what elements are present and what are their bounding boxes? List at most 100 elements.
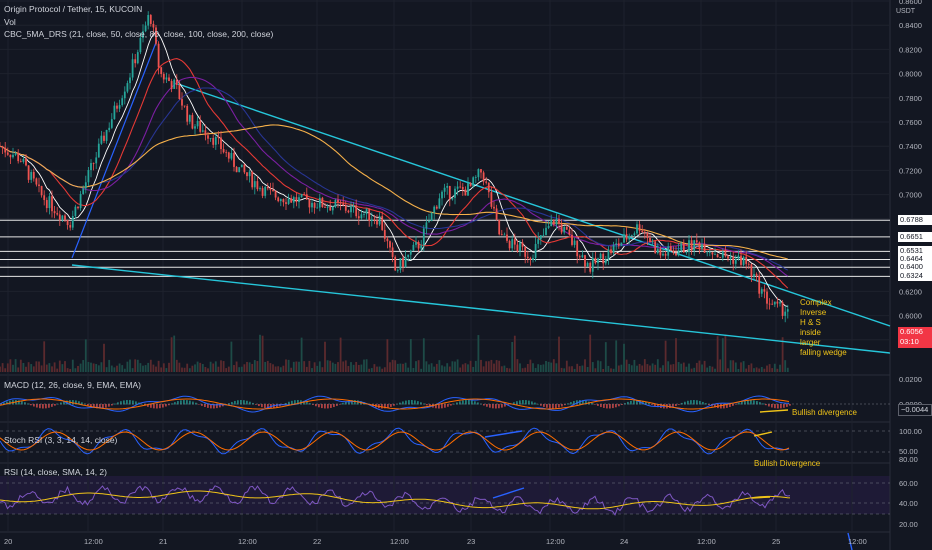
- candle-body: [160, 67, 163, 74]
- volume-bar: [61, 364, 64, 372]
- candle-body: [664, 253, 667, 256]
- volume-bar: [448, 366, 451, 372]
- candle-body: [152, 23, 155, 28]
- candle-body: [394, 256, 397, 271]
- volume-bar: [597, 360, 599, 372]
- macd-histogram-bar: [255, 404, 257, 405]
- candle-body: [568, 229, 571, 235]
- rsi-divergence-line: [751, 496, 771, 499]
- volume-bar: [594, 368, 597, 372]
- candle-body: [636, 224, 638, 234]
- macd-histogram-bar: [567, 403, 569, 405]
- candle-body: [391, 247, 394, 257]
- volume-bar: [706, 367, 709, 372]
- macd-histogram-bar: [426, 404, 428, 406]
- rising-trendline: [71, 39, 158, 259]
- macd-histogram-bar: [447, 404, 449, 407]
- candle-body: [425, 222, 428, 229]
- macd-histogram-bar: [174, 402, 176, 405]
- candle-body: [118, 105, 121, 109]
- macd-histogram-bar: [54, 404, 56, 406]
- candle-body: [589, 262, 592, 272]
- price-tick-label: 0.7600: [899, 118, 922, 127]
- candle-body: [625, 234, 628, 240]
- macd-histogram-bar: [42, 404, 44, 409]
- volume-bar: [558, 336, 560, 372]
- macd-legend[interactable]: MACD (12, 26, close, 9, EMA, EMA): [4, 380, 141, 390]
- stoch-rsi-legend[interactable]: Stoch RSI (3, 3, 14, 14, close): [4, 435, 118, 445]
- volume-bar: [376, 366, 378, 372]
- price-tick-label: 0.8400: [899, 21, 922, 30]
- volume-bar: [724, 334, 727, 372]
- candle-body: [69, 225, 72, 228]
- volume-bar: [495, 360, 498, 372]
- volume-bar: [95, 363, 98, 372]
- macd-histogram-bar: [408, 400, 410, 405]
- volume-bar: [760, 366, 763, 372]
- volume-bar: [542, 364, 545, 372]
- candle-body: [740, 255, 742, 265]
- volume-bar: [279, 367, 282, 372]
- candle-body: [240, 164, 243, 168]
- volume-bar: [571, 366, 573, 372]
- candle-body: [204, 130, 207, 136]
- macd-histogram-bar: [189, 400, 191, 405]
- macd-histogram-bar: [63, 401, 65, 405]
- candle-body: [233, 153, 235, 167]
- candle-body: [134, 59, 137, 64]
- volume-bar: [352, 364, 355, 372]
- volume-bar: [6, 363, 9, 372]
- volume-bar: [264, 361, 267, 372]
- candle-body: [654, 241, 657, 254]
- volume-bar: [199, 362, 202, 372]
- volume-bar: [641, 365, 644, 372]
- candle-body: [235, 166, 238, 173]
- candle-body: [149, 15, 152, 24]
- macd-histogram-bar: [603, 404, 605, 408]
- macd-histogram-bar: [633, 400, 635, 405]
- volume-bar: [407, 367, 410, 372]
- candle-body: [438, 198, 441, 209]
- macd-histogram-bar: [246, 400, 248, 405]
- candle-body: [56, 213, 59, 215]
- volume-bar: [360, 364, 363, 372]
- candle-body: [357, 216, 360, 219]
- volume-bar: [669, 364, 672, 372]
- time-tick-label: 12:00: [546, 537, 565, 546]
- candle-body: [126, 83, 129, 92]
- macd-histogram-bar: [597, 404, 599, 406]
- volume-bar: [677, 362, 680, 372]
- macd-histogram-bar: [411, 400, 413, 405]
- candle-body: [555, 219, 558, 225]
- volume-bar: [175, 359, 178, 372]
- volume-bar: [763, 368, 766, 372]
- volume-bar: [22, 362, 25, 372]
- macd-histogram-bar: [318, 404, 320, 408]
- volume-bar: [461, 364, 464, 372]
- volume-bar: [649, 365, 651, 372]
- candle-body: [521, 242, 524, 247]
- candle-body: [110, 119, 113, 128]
- candle-body: [168, 77, 170, 82]
- volume-bar: [74, 368, 77, 372]
- candle-body: [773, 301, 776, 305]
- volume-bar: [142, 365, 144, 372]
- macd-histogram-bar: [759, 402, 761, 405]
- volume-bar: [508, 368, 511, 372]
- macd-histogram-bar: [153, 404, 155, 409]
- volume-bar: [136, 359, 139, 372]
- macd-histogram-bar: [288, 401, 290, 405]
- volume-bar: [186, 363, 189, 372]
- volume-bar: [727, 368, 729, 372]
- volume-bar: [745, 368, 748, 372]
- volume-legend[interactable]: Vol: [4, 17, 16, 27]
- macd-histogram-bar: [738, 402, 740, 405]
- rsi-legend[interactable]: RSI (14, close, SMA, 14, 2): [4, 467, 107, 477]
- ma-indicator-legend[interactable]: CBC_5MA_DRS (21, close, 50, close, 80, c…: [4, 29, 274, 39]
- volume-bar: [417, 360, 420, 372]
- macd-histogram-bar: [471, 400, 473, 405]
- time-tick-label: 20: [4, 537, 12, 546]
- symbol-title[interactable]: Origin Protocol / Tether, 15, KUCOIN: [4, 4, 143, 14]
